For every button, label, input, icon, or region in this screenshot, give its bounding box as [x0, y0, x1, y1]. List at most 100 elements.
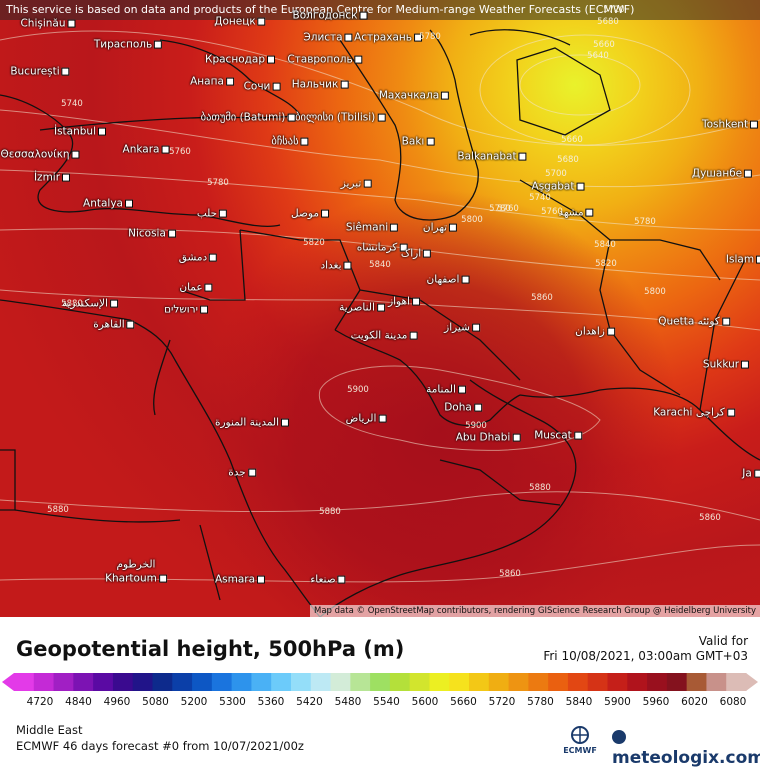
city-marker[interactable]: ירושלים — [164, 304, 208, 316]
city-label: الرياض — [345, 412, 377, 425]
city-marker[interactable]: اهواز — [388, 296, 420, 308]
city-marker[interactable]: Khartoum — [105, 573, 167, 585]
colorbar-swatch — [192, 673, 213, 691]
city-dot — [161, 145, 170, 154]
scale-tick-label: 4840 — [65, 696, 92, 708]
city-marker[interactable]: شیراز — [444, 322, 480, 334]
city-marker[interactable]: თბილისი (Tbilisi) — [287, 112, 386, 124]
city-marker[interactable]: ბჩსას — [271, 136, 309, 148]
city-marker[interactable]: عمان — [179, 282, 213, 294]
city-label: Antalya — [83, 197, 123, 210]
city-marker[interactable]: Antalya — [83, 198, 133, 210]
city-marker[interactable]: Ankara — [123, 144, 170, 156]
city-marker[interactable]: القاهرة — [93, 319, 135, 331]
valid-time: Fri 10/08/2021, 03:00am GMT+03 — [543, 649, 748, 663]
colorbar-swatch — [231, 673, 252, 691]
city-marker[interactable]: كرمانشاه — [357, 242, 408, 254]
city-marker[interactable]: حلب — [197, 208, 228, 220]
city-marker[interactable]: مشهد — [558, 207, 594, 219]
city-dot — [449, 223, 458, 232]
city-marker[interactable]: Элиста — [303, 32, 353, 44]
city-marker[interactable]: Волгодонск — [293, 10, 368, 22]
city-marker[interactable]: Анапа — [190, 76, 234, 88]
contour-label: 5860 — [499, 569, 521, 579]
city-marker[interactable]: Muscat — [534, 430, 582, 442]
scale-tick-label: 4720 — [26, 696, 54, 708]
city-marker[interactable]: المنامة — [426, 384, 466, 396]
scale-tick-label: 5900 — [604, 696, 631, 708]
city-marker[interactable]: صنعاء — [310, 574, 346, 586]
colorbar-swatch — [370, 673, 391, 691]
city-marker[interactable]: اراک — [401, 248, 432, 260]
city-marker[interactable]: Астрахань — [354, 32, 422, 44]
city-marker[interactable]: Asmara — [215, 574, 266, 586]
weather-map[interactable]: This service is based on data and produc… — [0, 0, 760, 618]
city-marker[interactable]: Сочи — [244, 81, 281, 93]
contour-label: 5760 — [541, 207, 563, 217]
city-marker[interactable]: اصفهان — [427, 274, 470, 286]
city-marker[interactable]: الرياض — [346, 413, 387, 425]
city-marker[interactable]: Doha — [444, 402, 482, 414]
city-marker[interactable]: جدة — [228, 467, 256, 479]
city-marker[interactable]: Ja — [742, 468, 760, 480]
city-marker[interactable]: الخرطوم — [117, 559, 156, 571]
city-marker[interactable]: Chişinău — [20, 18, 76, 30]
city-marker[interactable]: الإسكندرية — [62, 298, 118, 310]
city-label: Анапа — [190, 75, 224, 88]
city-dot — [266, 55, 275, 64]
city-marker[interactable]: Ставрополь — [287, 54, 363, 66]
colorbar-swatch — [53, 673, 74, 691]
city-label: Doha — [444, 401, 472, 414]
city-dot — [741, 360, 750, 369]
city-marker[interactable]: Toshkent — [702, 119, 759, 131]
city-marker[interactable]: Balkanabat — [457, 151, 527, 163]
city-marker[interactable]: الناصرية — [339, 302, 385, 314]
colorbar-swatch — [449, 673, 470, 691]
city-label: مدينة الكويت — [350, 329, 408, 342]
city-marker[interactable]: Aşgabat — [532, 181, 585, 193]
city-dot — [461, 275, 470, 284]
ecmwf-logo[interactable]: ECMWF — [558, 725, 602, 755]
city-marker[interactable]: Abu Dhabi — [456, 432, 521, 444]
city-dot — [247, 468, 256, 477]
city-marker[interactable]: București — [10, 66, 70, 78]
city-marker[interactable]: Θεσσαλονίκη — [0, 149, 80, 161]
colorbar-swatch — [271, 673, 292, 691]
city-marker[interactable]: زاهدان — [575, 326, 615, 338]
city-marker[interactable]: موصل — [291, 208, 329, 220]
city-marker[interactable]: Karachi كراچى — [653, 407, 735, 419]
city-marker[interactable]: Bakı — [402, 136, 435, 148]
city-marker[interactable]: Нальчик — [292, 79, 349, 91]
city-marker[interactable]: İstanbul — [54, 126, 107, 138]
city-marker[interactable]: دمشق — [179, 252, 218, 264]
city-marker[interactable]: İzmir — [34, 172, 71, 184]
colorbar-swatch — [172, 673, 193, 691]
city-marker[interactable]: Siêmani — [346, 222, 399, 234]
city-dot — [753, 469, 760, 478]
city-marker[interactable]: Nicosia — [128, 228, 176, 240]
meteologix-logo[interactable]: meteologix.com — [612, 728, 760, 768]
scale-tick-label: 5300 — [219, 696, 246, 708]
city-marker[interactable]: Краснодар — [205, 54, 275, 66]
scale-tick-label: 5660 — [450, 696, 477, 708]
city-dot — [300, 137, 309, 146]
city-marker[interactable]: ბათუმი (Batumi) — [201, 112, 296, 124]
contour-label: 5880 — [319, 507, 341, 517]
city-marker[interactable]: Донецк — [214, 16, 266, 28]
colorbar-swatch — [607, 673, 628, 691]
city-marker[interactable]: المدينة المنورة — [215, 417, 290, 429]
city-marker[interactable]: تهران — [423, 222, 458, 234]
city-marker[interactable]: Quetta كوئٹه — [658, 316, 730, 328]
contour-label: 5680 — [597, 17, 619, 27]
city-marker[interactable]: Islam — [726, 254, 760, 266]
map-attribution[interactable]: Map data © OpenStreetMap contributors, r… — [310, 605, 760, 617]
city-marker[interactable]: Sukkur — [703, 359, 750, 371]
city-marker[interactable]: بغداد — [320, 260, 352, 272]
contour-label: 5780 — [419, 32, 441, 42]
city-marker[interactable]: تبریز — [341, 178, 372, 190]
city-marker[interactable]: مدينة الكويت — [351, 330, 418, 342]
city-marker[interactable]: Тирасполь — [94, 39, 163, 51]
city-marker[interactable]: Махачкала — [379, 90, 450, 102]
city-marker[interactable]: Душанбе — [692, 168, 753, 180]
city-dot — [378, 414, 387, 423]
